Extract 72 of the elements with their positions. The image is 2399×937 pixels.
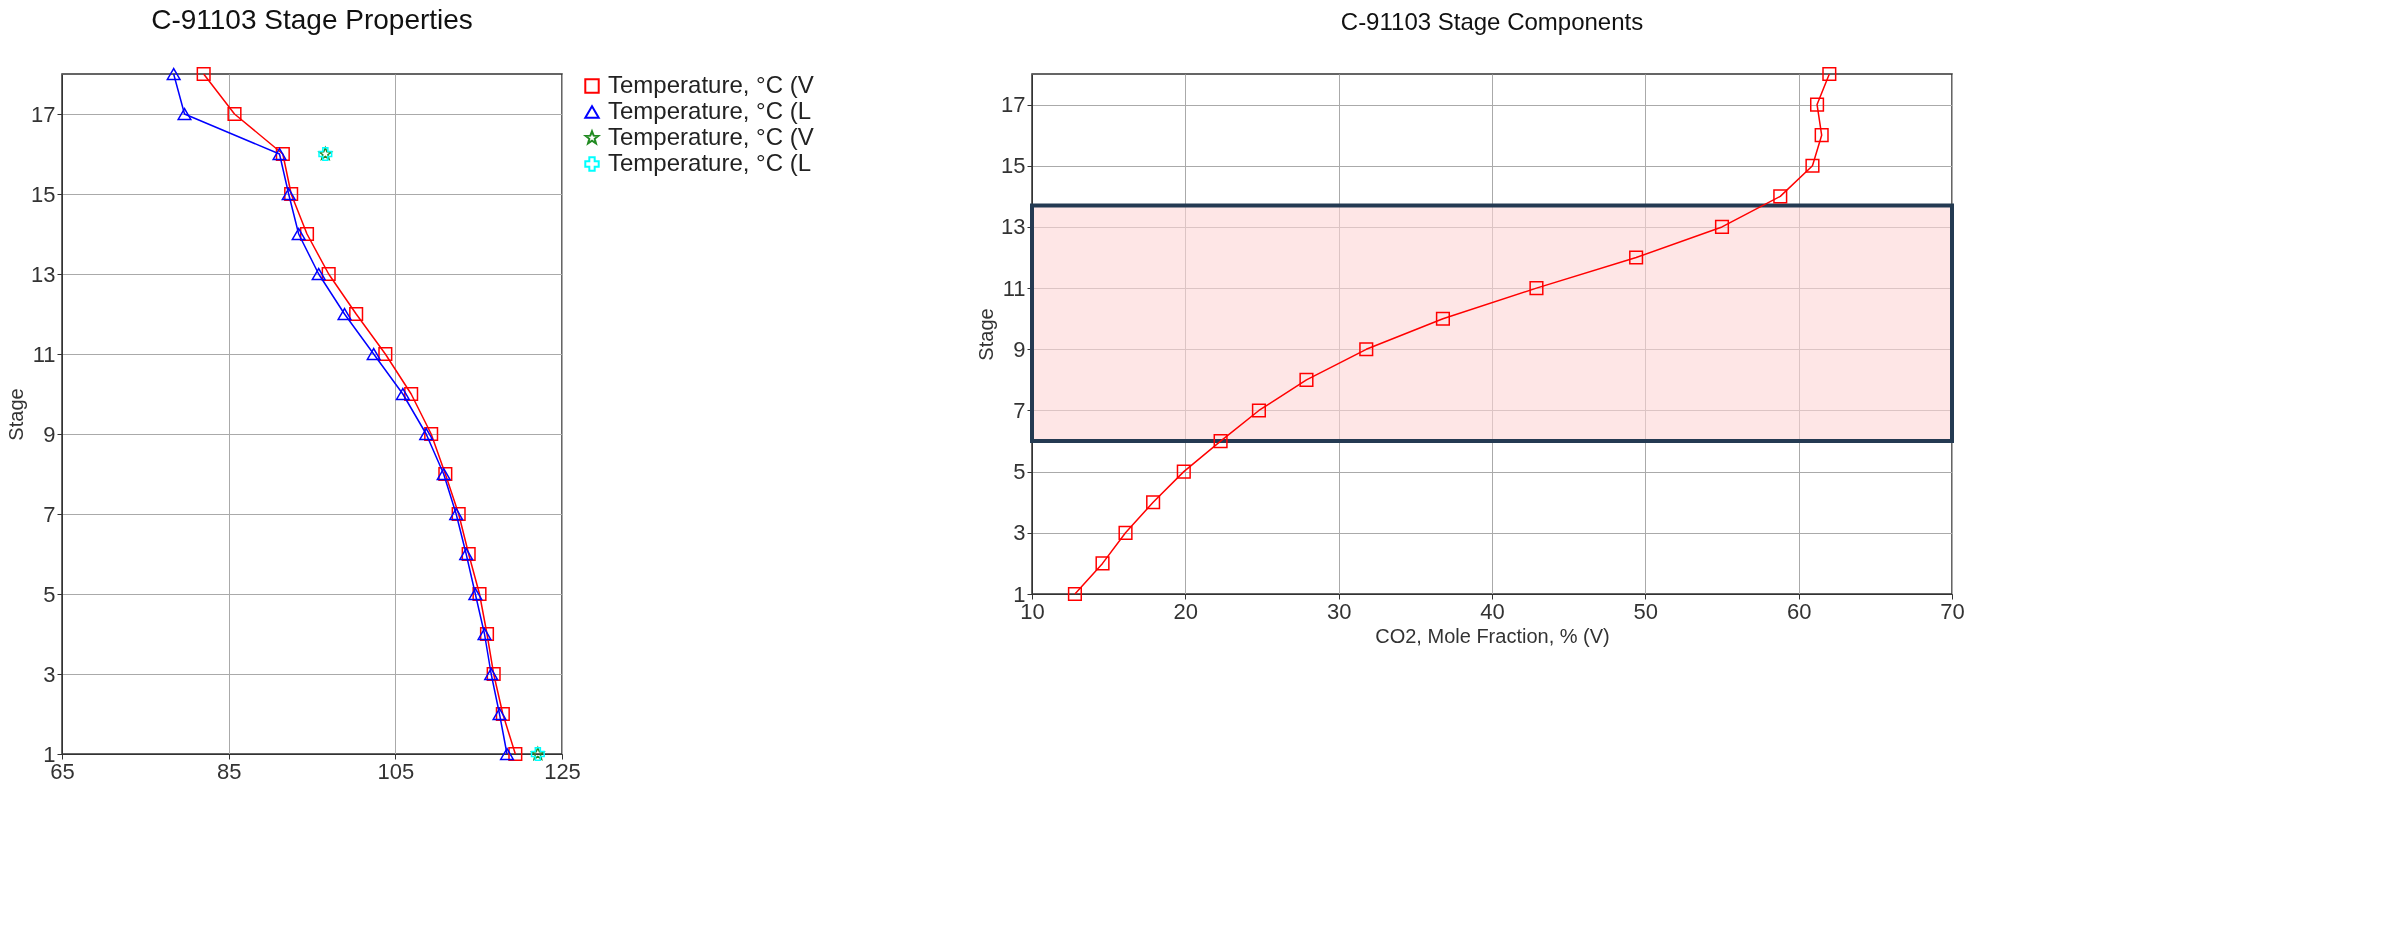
point (1067, 586, 1083, 602)
point (291, 227, 306, 241)
point (499, 747, 515, 761)
chart-title: C-91103 Stage Components (1340, 7, 1644, 35)
x-tick-label: 85 (216, 758, 242, 784)
x-tick-label: 30 (1326, 598, 1352, 624)
point (1773, 189, 1788, 204)
point (472, 586, 487, 602)
x-tick-label: 20 (1173, 598, 1199, 624)
point (321, 266, 336, 282)
y-tick-label: 15 (1001, 153, 1026, 179)
point (349, 306, 364, 322)
y-tick-label: 5 (1013, 459, 1026, 485)
y-tick-label: 9 (43, 421, 56, 447)
y-axis-title: Stage (5, 388, 28, 441)
y-tick-label: 3 (1013, 520, 1026, 546)
legend-label: Temperature, °C (V (608, 123, 814, 150)
point (166, 67, 181, 81)
point (1809, 97, 1825, 112)
point (1251, 403, 1267, 418)
x-tick-label: 60 (1786, 598, 1812, 624)
y-tick-label: 17 (1001, 92, 1026, 118)
point (1118, 525, 1133, 540)
y-tick-label: 13 (31, 261, 56, 287)
point (1176, 464, 1191, 479)
x-tick-label: 40 (1480, 598, 1505, 624)
x-tick-label: 105 (377, 758, 415, 784)
legend-label: Temperature, °C (L (608, 97, 812, 124)
x-tick-label: 50 (1633, 598, 1659, 624)
point (299, 226, 315, 242)
x-tick-label: 125 (544, 758, 581, 784)
y-tick-label: 3 (43, 661, 56, 687)
point (1714, 219, 1730, 235)
point (1213, 433, 1228, 449)
point (1095, 556, 1110, 571)
legend-label: Temperature, °C (L (608, 149, 812, 176)
y-tick-label: 7 (43, 501, 56, 527)
y-tick-label: 17 (31, 101, 56, 127)
y-tick-label: 11 (1002, 275, 1026, 301)
point (227, 106, 242, 122)
point (1359, 342, 1374, 357)
y-tick-label: 15 (31, 181, 56, 207)
point (508, 746, 523, 762)
y-axis-title: Stage (975, 308, 998, 361)
point (1435, 311, 1451, 326)
y-tick-label: 9 (1013, 336, 1026, 362)
point (424, 426, 439, 442)
point (468, 587, 483, 601)
point (404, 386, 419, 402)
y-tick-label: 13 (1001, 214, 1026, 240)
point (196, 66, 211, 82)
point (1822, 66, 1837, 82)
legend-label: Temperature, °C (V (608, 71, 814, 98)
point (366, 347, 381, 361)
x-axis-title: CO2, Mole Fraction, % (V) (1375, 624, 1610, 647)
point (1805, 158, 1820, 173)
point (1529, 281, 1544, 296)
point (177, 107, 192, 121)
y-tick-label: 7 (1013, 397, 1026, 423)
point (1299, 372, 1314, 387)
point (395, 387, 410, 401)
y-tick-label: 11 (32, 341, 56, 367)
point (419, 427, 434, 441)
point (1814, 128, 1829, 143)
point (1629, 250, 1644, 265)
y-tick-label: 5 (43, 581, 56, 607)
x-tick-label: 70 (1940, 598, 1965, 624)
point (337, 307, 352, 321)
chart-title: C-91103 Stage Properties (151, 3, 473, 35)
point (1146, 495, 1161, 510)
point (378, 346, 393, 362)
point (311, 267, 326, 281)
